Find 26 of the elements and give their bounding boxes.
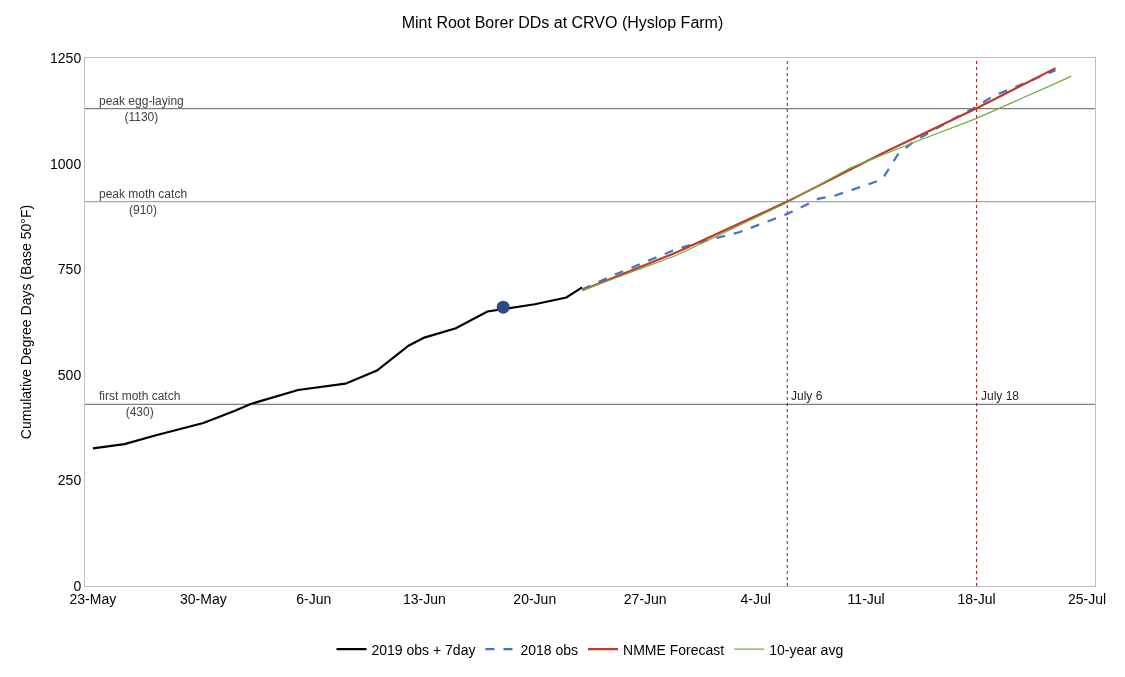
x-tick-label: 6-Jun: [296, 590, 332, 607]
ref-line-label: peak moth catch (910): [99, 187, 188, 217]
x-tick-label: 27-Jun: [623, 590, 667, 607]
x-tick-label: 4-Jul: [740, 590, 771, 607]
legend-label: 10-year avg: [769, 641, 844, 658]
line-series: [91, 286, 584, 450]
legend-label: NMME Forecast: [623, 641, 725, 658]
y-tick-label: 1250: [50, 49, 82, 66]
x-tick-label: 30-May: [180, 590, 227, 607]
ref-line-label: first moth catch (430): [99, 389, 181, 419]
y-tick-label: 1000: [50, 155, 82, 172]
ref-line-label: July 18: [981, 389, 1020, 403]
ref-line-label: peak egg-laying (1130): [99, 94, 184, 124]
y-tick-label: 500: [57, 366, 82, 383]
x-tick-label: 20-Jun: [513, 590, 557, 607]
legend-label: 2019 obs + 7day: [371, 641, 476, 658]
ref-line-label: July 6: [791, 389, 823, 403]
x-tick-label: 11-Jul: [847, 590, 885, 607]
y-tick-label: 250: [57, 472, 82, 489]
y-axis-title: Cumulative Degree Days (Base 50°F): [17, 204, 34, 440]
chart-title: Mint Root Borer DDs at CRVO (Hyslop Farm): [401, 14, 724, 32]
legend-label: 2018 obs: [520, 641, 579, 658]
x-tick-label: 18-Jul: [957, 590, 996, 607]
x-tick-label: 25-Jul: [1068, 590, 1107, 607]
y-tick-label: 750: [57, 261, 82, 278]
x-tick-label: 13-Jun: [402, 590, 446, 607]
